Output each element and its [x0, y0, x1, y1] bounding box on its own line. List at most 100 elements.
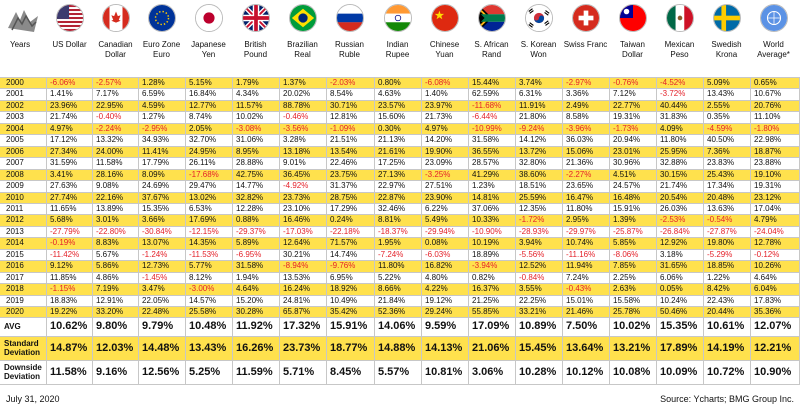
- value-cell: 31.59%: [50, 158, 78, 168]
- bmg-logo-icon: [8, 10, 38, 32]
- summary-value-cell: 11.58%: [50, 366, 87, 379]
- value-cell: -3.08%: [236, 123, 262, 133]
- value-cell: 13.32%: [96, 135, 124, 145]
- value-cell: 4.22%: [425, 284, 448, 294]
- summary-row: AVG 10.62% 9.80% 9.79% 10.48% 11.92% 17.32% 15.…: [0, 317, 800, 337]
- value-cell: -4.52%: [660, 78, 686, 87]
- value-cell: -10.99%: [472, 123, 502, 133]
- value-cell: -6.06%: [50, 78, 76, 87]
- value-cell: 3.36%: [566, 89, 589, 99]
- value-cell: 22.95%: [96, 100, 124, 110]
- value-cell: 14.20%: [425, 135, 453, 145]
- summary-value-cell: 18.77%: [330, 342, 368, 355]
- grid-line: [562, 77, 563, 385]
- column-header: S. Korean Won: [520, 40, 557, 59]
- value-cell: 11.80%: [566, 203, 593, 213]
- value-cell: 13.72%: [519, 146, 547, 156]
- value-cell: 6.06%: [660, 272, 683, 282]
- value-cell: -22.18%: [330, 226, 360, 236]
- value-cell: 19.90%: [425, 146, 453, 156]
- value-cell: 4.86%: [96, 272, 119, 282]
- summary-value-cell: 10.28%: [519, 366, 557, 379]
- value-cell: 16.82%: [425, 261, 453, 271]
- value-cell: -12.15%: [189, 226, 219, 236]
- value-cell: -0.84%: [519, 272, 545, 282]
- value-cell: 0.05%: [660, 284, 683, 294]
- column-header: Japanese Yen: [191, 40, 226, 59]
- value-cell: -1.80%: [754, 123, 780, 133]
- value-cell: 32.46%: [378, 203, 406, 213]
- value-cell: 27.74%: [50, 192, 78, 202]
- value-cell: -2.27%: [566, 169, 592, 179]
- column-header: World Average*: [757, 40, 790, 59]
- value-cell: 55.85%: [472, 307, 500, 316]
- value-cell: 18.85%: [707, 261, 735, 271]
- value-cell: 4.97%: [50, 123, 73, 133]
- value-cell: -30.84%: [142, 226, 172, 236]
- year-cell: 2014: [6, 238, 24, 248]
- value-cell: 8.74%: [189, 112, 212, 122]
- value-cell: -11.16%: [566, 249, 596, 259]
- value-cell: 27.51%: [425, 181, 453, 191]
- value-cell: -22.80%: [96, 226, 126, 236]
- value-cell: 11.57%: [236, 100, 263, 110]
- value-cell: -10.90%: [472, 226, 502, 236]
- value-cell: 16.46%: [283, 215, 311, 225]
- value-cell: 5.09%: [707, 78, 730, 87]
- value-cell: 11.10%: [754, 112, 781, 122]
- summary-value-cell: 12.21%: [754, 342, 792, 355]
- table-row: 2012 5.68% 3.01% 3.66% 17.69% 0.88% 16.46% 0.24…: [0, 214, 800, 226]
- summary-value-cell: 10.89%: [519, 320, 557, 333]
- value-cell: 4.64%: [754, 272, 777, 282]
- year-cell: 2007: [6, 158, 24, 168]
- value-cell: 13.53%: [283, 272, 311, 282]
- taiwan-flag-icon: [618, 4, 647, 32]
- value-cell: 13.07%: [142, 238, 170, 248]
- value-cell: 11.91%: [519, 100, 546, 110]
- value-cell: 2.49%: [566, 100, 589, 110]
- grid-line: [0, 134, 800, 135]
- summary-value-cell: 14.88%: [378, 342, 416, 355]
- value-cell: 7.12%: [613, 89, 636, 99]
- grid-line: [0, 283, 800, 284]
- value-cell: -6.03%: [425, 249, 451, 259]
- value-cell: 3.94%: [519, 238, 542, 248]
- grid-line: [232, 77, 233, 385]
- value-cell: -7.24%: [378, 249, 404, 259]
- value-cell: 26.11%: [189, 158, 216, 168]
- uk-flag-icon: [241, 4, 270, 32]
- value-cell: 4.59%: [142, 100, 165, 110]
- column-header: S. African Rand: [474, 40, 509, 59]
- value-cell: -27.87%: [707, 226, 737, 236]
- value-cell: 1.27%: [142, 112, 165, 122]
- value-cell: 22.16%: [96, 192, 124, 202]
- value-cell: -17.03%: [283, 226, 313, 236]
- summary-value-cell: 3.06%: [472, 366, 504, 379]
- value-cell: 16.84%: [189, 89, 217, 99]
- value-cell: 16.48%: [613, 192, 641, 202]
- russia-flag-icon: [335, 4, 364, 32]
- value-cell: 21.46%: [566, 307, 594, 316]
- value-cell: 62.59%: [472, 89, 500, 99]
- value-cell: 10.49%: [330, 295, 358, 305]
- value-cell: 0.88%: [236, 215, 259, 225]
- value-cell: 23.90%: [425, 192, 453, 202]
- value-cell: 9.12%: [50, 261, 73, 271]
- grid-line: [0, 88, 800, 89]
- value-cell: 5.68%: [50, 215, 73, 225]
- value-cell: 25.95%: [660, 146, 688, 156]
- source-footnote: Source: Ycharts; BMG Group Inc.: [660, 394, 794, 404]
- value-cell: 52.36%: [378, 307, 406, 316]
- value-cell: 31.65%: [660, 261, 688, 271]
- grid-line: [0, 384, 800, 385]
- value-cell: 18.83%: [50, 295, 78, 305]
- summary-value-cell: 14.87%: [50, 342, 88, 355]
- value-cell: 7.24%: [566, 272, 589, 282]
- grid-line: [750, 77, 751, 385]
- value-cell: 50.46%: [660, 307, 688, 316]
- value-cell: 5.67%: [96, 249, 119, 259]
- table-row: 2002 23.96% 22.95% 4.59% 12.77% 11.57% 88.78% 3…: [0, 99, 800, 112]
- value-cell: 4.64%: [236, 284, 259, 294]
- value-cell: 0.30%: [378, 123, 401, 133]
- summary-value-cell: 13.43%: [189, 342, 227, 355]
